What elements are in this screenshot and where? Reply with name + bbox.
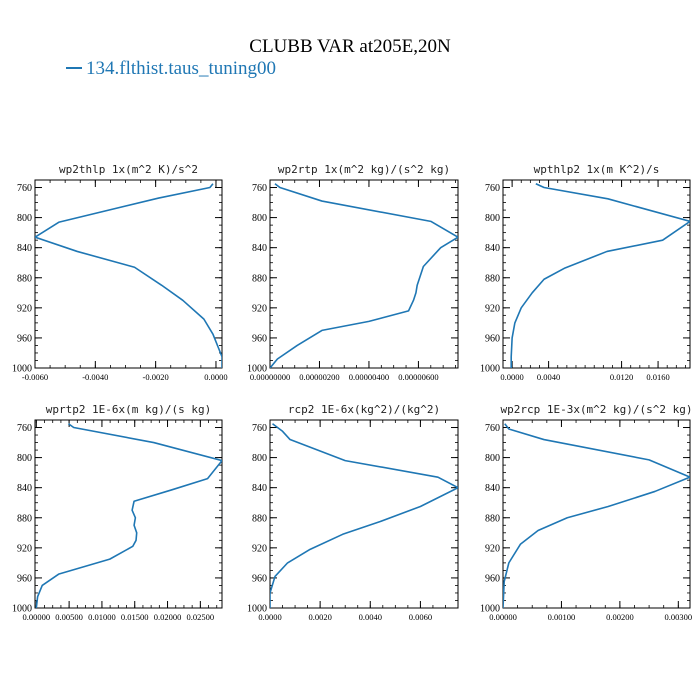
y-tick-label: 800 bbox=[17, 453, 32, 464]
y-tick-label: 760 bbox=[17, 183, 32, 194]
y-tick-label: 920 bbox=[17, 303, 32, 314]
plot-frame bbox=[502, 179, 691, 369]
panel-title: wp2rtp 1x(m^2 kg)/(s^2 kg) bbox=[278, 163, 450, 176]
y-tick-label: 1000 bbox=[247, 604, 267, 615]
panel-6: wp2rcp 1E-3x(m^2 kg)/(s^2 kg)760 800 840 88… bbox=[480, 403, 693, 622]
y-tick-label: 880 bbox=[252, 513, 267, 524]
y-tick-label: 920 bbox=[485, 543, 500, 554]
y-tick-label: 920 bbox=[252, 303, 267, 314]
y-tick-label: 760 bbox=[17, 423, 32, 434]
panel-title: wp2thlp 1x(m^2 K)/s^2 bbox=[59, 163, 198, 176]
y-tick-label: 840 bbox=[485, 243, 500, 254]
x-tick-label: 0.00000000 bbox=[250, 372, 290, 382]
panel-2: wp2rtp 1x(m^2 kg)/(s^2 kg) 760 800 840 880 92… bbox=[247, 163, 459, 382]
y-tick-label: 800 bbox=[17, 213, 32, 224]
panel-5: rcp2 1E-6x(kg^2)/(kg^2) 760 800 840 880 920 96… bbox=[247, 403, 459, 622]
y-tick-label: 880 bbox=[252, 273, 267, 284]
y-tick-label: 840 bbox=[17, 243, 32, 254]
x-tick-label: 0.0000 bbox=[258, 612, 281, 622]
x-tick-label: 0.00000 bbox=[489, 612, 517, 622]
series-line-1 bbox=[270, 423, 458, 608]
plot-frame bbox=[502, 419, 691, 609]
series-line-1 bbox=[270, 183, 458, 368]
legend-series-label: 134.flthist.taus_tuning00 bbox=[86, 58, 276, 79]
y-tick-label: 760 bbox=[252, 423, 267, 434]
y-tick-label: 800 bbox=[252, 453, 267, 464]
plot-frame bbox=[34, 419, 223, 609]
y-tick-label: 760 bbox=[485, 423, 500, 434]
y-tick-label: 840 bbox=[252, 483, 267, 494]
y-tick-label: 800 bbox=[252, 213, 267, 224]
y-tick-label: 920 bbox=[485, 303, 500, 314]
y-tick-label: 1000 bbox=[247, 364, 267, 375]
panel-1: wp2thlp 1x(m^2 K)/s^2 760 800 840 880 920 960 1… bbox=[12, 163, 228, 382]
x-tick-label: 0.0160 bbox=[646, 372, 669, 382]
x-tick-label: 0.00100 bbox=[548, 612, 576, 622]
y-tick-label: 960 bbox=[17, 333, 32, 344]
x-tick-label: 0.01500 bbox=[121, 612, 149, 622]
x-tick-label: 0.00500 bbox=[55, 612, 83, 622]
y-tick-label: 800 bbox=[485, 213, 500, 224]
x-tick-label: 0.00200 bbox=[606, 612, 634, 622]
x-tick-label: -0.0020 bbox=[143, 372, 169, 382]
x-tick-label: 0.0040 bbox=[537, 372, 560, 382]
y-tick-label: 760 bbox=[485, 183, 500, 194]
x-tick-label: 0.0060 bbox=[409, 612, 432, 622]
legend-line-swatch bbox=[66, 66, 82, 69]
panel-title: wprtp2 1E-6x(m kg)/(s kg) bbox=[46, 403, 212, 416]
y-tick-label: 920 bbox=[252, 543, 267, 554]
x-tick-label: 0.02000 bbox=[154, 612, 182, 622]
y-tick-label: 880 bbox=[485, 273, 500, 284]
y-tick-label: 960 bbox=[252, 333, 267, 344]
x-tick-label: 0.00300 bbox=[665, 612, 693, 622]
y-tick-label: 1000 bbox=[12, 604, 32, 615]
y-tick-label: 920 bbox=[17, 543, 32, 554]
x-tick-label: 0.0020 bbox=[308, 612, 331, 622]
y-tick-label: 840 bbox=[252, 243, 267, 254]
y-tick-label: 960 bbox=[485, 573, 500, 584]
y-tick-label: 840 bbox=[17, 483, 32, 494]
y-tick-label: 880 bbox=[485, 513, 500, 524]
y-tick-label: 760 bbox=[252, 183, 267, 194]
series-line-1 bbox=[35, 423, 222, 608]
x-tick-label: -0.0060 bbox=[22, 372, 48, 382]
y-tick-label: 840 bbox=[485, 483, 500, 494]
panel-3: wpthlp2 1x(m K^2)/s 760 800 840 880 920 960 100… bbox=[480, 163, 691, 382]
series-line-1 bbox=[35, 183, 222, 368]
y-tick-label: 1000 bbox=[12, 364, 32, 375]
x-tick-label: -0.0040 bbox=[82, 372, 108, 382]
x-tick-label: 0.0000 bbox=[500, 372, 523, 382]
x-tick-label: 0.00000200 bbox=[299, 372, 339, 382]
x-tick-label: 0.0000 bbox=[204, 372, 227, 382]
plot-frame bbox=[269, 179, 459, 369]
y-tick-label: 960 bbox=[485, 333, 500, 344]
x-tick-label: 0.00000400 bbox=[349, 372, 389, 382]
series-line-1 bbox=[510, 183, 690, 368]
x-tick-label: 0.0120 bbox=[610, 372, 633, 382]
y-tick-label: 800 bbox=[485, 453, 500, 464]
plot-frame bbox=[269, 419, 459, 609]
figure-title: CLUBB VAR at205E,20N bbox=[249, 36, 451, 57]
y-tick-label: 960 bbox=[17, 573, 32, 584]
y-tick-label: 880 bbox=[17, 273, 32, 284]
y-tick-label: 960 bbox=[252, 573, 267, 584]
x-tick-label: 0.01000 bbox=[88, 612, 116, 622]
panel-title: wp2rcp 1E-3x(m^2 kg)/(s^2 kg) bbox=[500, 403, 692, 416]
series-line-1 bbox=[503, 423, 690, 608]
x-tick-label: 0.0040 bbox=[359, 612, 382, 622]
y-tick-label: 1000 bbox=[480, 604, 500, 615]
legend: 134.flthist.taus_tuning00 bbox=[66, 58, 276, 80]
panel-title: rcp2 1E-6x(kg^2)/(kg^2) bbox=[288, 403, 440, 416]
x-tick-label: 0.02500 bbox=[187, 612, 215, 622]
y-tick-label: 1000 bbox=[480, 364, 500, 375]
x-tick-label: 0.00000600 bbox=[398, 372, 438, 382]
panel-title: wpthlp2 1x(m K^2)/s bbox=[534, 163, 660, 176]
x-tick-label: 0.00000 bbox=[22, 612, 50, 622]
y-tick-label: 880 bbox=[17, 513, 32, 524]
plot-frame bbox=[34, 179, 223, 369]
panel-4: wprtp2 1E-6x(m kg)/(s kg) 760 800 840 880 920… bbox=[12, 403, 223, 622]
